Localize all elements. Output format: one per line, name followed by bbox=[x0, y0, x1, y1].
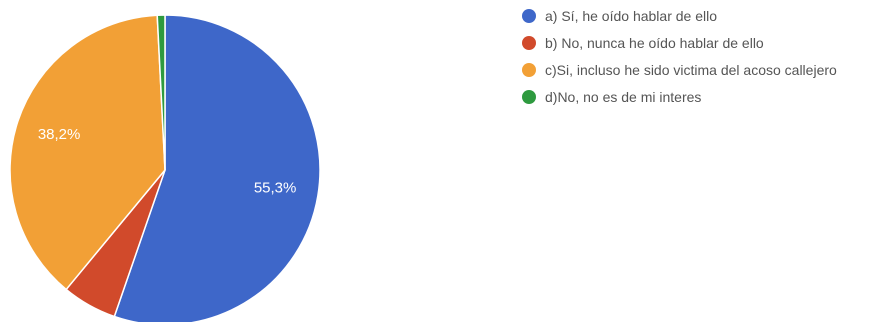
legend-swatch-2 bbox=[522, 36, 536, 50]
legend-item-2[interactable]: b) No, nunca he oído hablar de ello bbox=[522, 33, 862, 54]
legend-item-3[interactable]: c)Si, incluso he sido victima del acoso … bbox=[522, 60, 862, 81]
pie-slice-4 bbox=[156, 14, 166, 171]
legend-swatch-4 bbox=[522, 90, 536, 104]
legend-swatch-3 bbox=[522, 63, 536, 77]
chart-legend: a) Sí, he oído hablar de ello b) No, nunc… bbox=[522, 6, 862, 114]
legend-item-1[interactable]: a) Sí, he oído hablar de ello bbox=[522, 6, 862, 27]
legend-item-4[interactable]: d)No, no es de mi interes bbox=[522, 87, 862, 108]
legend-label-4: d)No, no es de mi interes bbox=[545, 89, 702, 105]
slice-data-label-1: 55,3% bbox=[254, 179, 297, 196]
slice-data-label-3: 38,2% bbox=[38, 126, 81, 143]
legend-label-2: b) No, nunca he oído hablar de ello bbox=[545, 35, 764, 51]
legend-label-1: a) Sí, he oído hablar de ello bbox=[545, 8, 718, 24]
pie-chart: 55,3% 38,2% bbox=[9, 14, 321, 322]
pie-slice-3 bbox=[9, 14, 166, 291]
legend-label-3: c)Si, incluso he sido victima del acoso … bbox=[545, 62, 837, 78]
legend-swatch-1 bbox=[522, 9, 536, 23]
